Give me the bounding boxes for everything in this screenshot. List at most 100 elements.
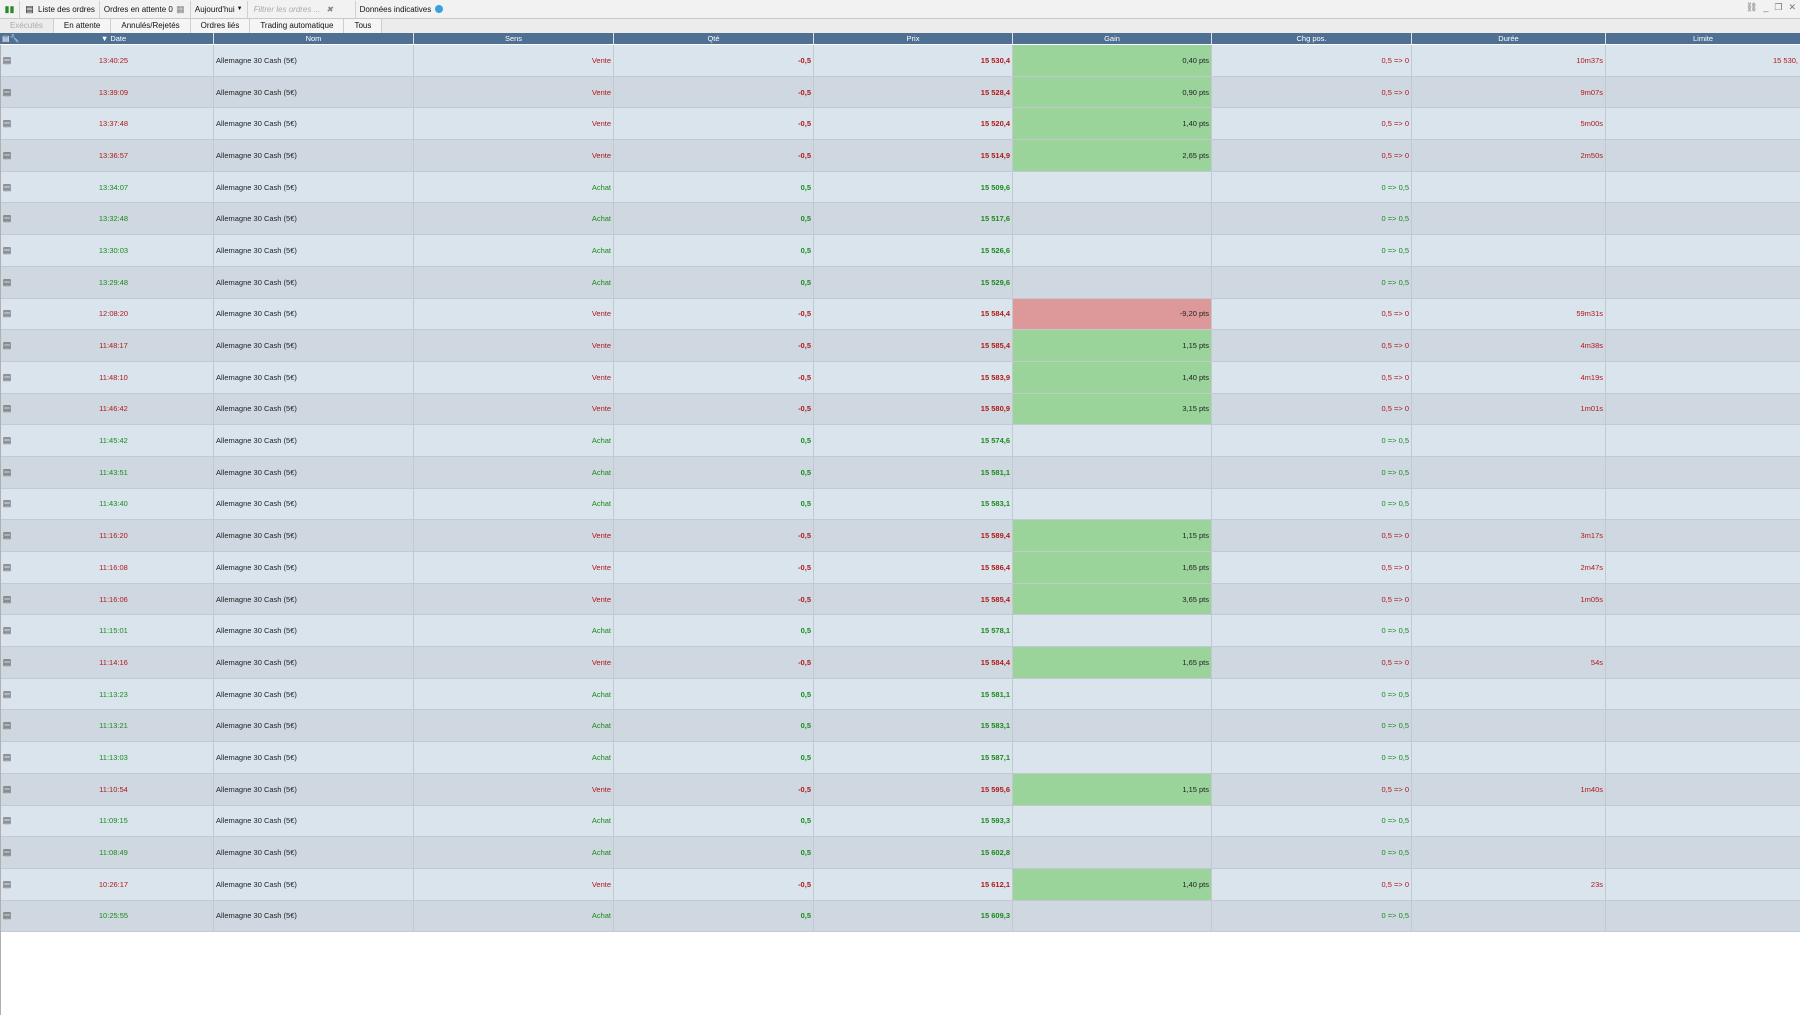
table-row[interactable]: ▤ 13:29:48 Allemagne 30 Cash (5€) Achat 0,5 1… <box>0 266 1800 299</box>
order-details-icon[interactable]: ▤ <box>2 244 12 255</box>
table-row[interactable]: ▤ 11:13:23 Allemagne 30 Cash (5€) Achat 0,5 1… <box>0 678 1800 711</box>
row-name: Allemagne 30 Cash (5€) <box>214 425 414 456</box>
column-header-date[interactable]: ▼ Date <box>14 33 214 44</box>
table-row[interactable]: ▤ 11:09:15 Allemagne 30 Cash (5€) Achat 0,5 1… <box>0 805 1800 838</box>
column-settings-icon[interactable]: ▤🔧 <box>2 34 20 43</box>
minimize-icon[interactable]: _ <box>1763 2 1769 12</box>
close-icon[interactable]: ✕ <box>1788 2 1796 12</box>
order-details-icon[interactable]: ▤ <box>2 149 12 160</box>
tab-pending[interactable]: En attente <box>53 19 112 33</box>
period-dropdown[interactable]: Aujourd'hui ▼ <box>191 0 248 18</box>
row-name: Allemagne 30 Cash (5€) <box>214 330 414 361</box>
order-details-icon[interactable]: ▤ <box>2 561 12 572</box>
table-row[interactable]: ▤ 13:30:03 Allemagne 30 Cash (5€) Achat 0,5 1… <box>0 235 1800 267</box>
table-row[interactable]: ▤ 12:08:20 Allemagne 30 Cash (5€) Vente -0,5… <box>0 298 1800 331</box>
window-controls: ⛓ _ ❐ ✕ <box>1746 2 1796 13</box>
order-details-icon[interactable]: ▤ <box>2 593 12 604</box>
row-name: Allemagne 30 Cash (5€) <box>214 868 414 900</box>
table-row[interactable]: ▤ 11:48:10 Allemagne 30 Cash (5€) Vente -0,5… <box>0 361 1800 394</box>
order-details-icon[interactable]: ▤ <box>2 847 12 858</box>
table-row[interactable]: ▤ 11:16:08 Allemagne 30 Cash (5€) Vente -0,5… <box>0 552 1800 584</box>
row-quantity: -0,5 <box>614 583 814 615</box>
order-details-icon[interactable]: ▤ <box>2 308 12 319</box>
table-row[interactable]: ▤ 13:39:09 Allemagne 30 Cash (5€) Vente -0,5… <box>0 76 1800 109</box>
order-details-icon[interactable]: ▤ <box>2 86 12 97</box>
table-row[interactable]: ▤ 11:48:17 Allemagne 30 Cash (5€) Vente -0,5… <box>0 330 1800 362</box>
orders-list-button[interactable]: ▤ Liste des ordres <box>20 0 100 18</box>
table-row[interactable]: ▤ 11:13:21 Allemagne 30 Cash (5€) Achat 0,5 1… <box>0 710 1800 743</box>
order-details-icon[interactable]: ▤ <box>2 656 12 667</box>
restore-icon[interactable]: ❐ <box>1774 2 1783 12</box>
tab-linked-orders[interactable]: Ordres liés <box>190 19 251 33</box>
column-header-sens[interactable]: Sens <box>414 33 614 44</box>
order-details-icon[interactable]: ▤ <box>2 815 12 826</box>
table-row[interactable]: ▤ 13:36:57 Allemagne 30 Cash (5€) Vente -0,5… <box>0 140 1800 172</box>
order-details-icon[interactable]: ▤ <box>2 54 12 65</box>
table-row[interactable]: ▤ 13:32:48 Allemagne 30 Cash (5€) Achat 0,5 1… <box>0 203 1800 236</box>
column-header-prix[interactable]: Prix <box>814 33 1013 44</box>
order-details-icon[interactable]: ▤ <box>2 751 12 762</box>
indicative-data-toggle[interactable]: Données indicatives <box>356 1 448 18</box>
order-details-icon[interactable]: ▤ <box>2 625 12 636</box>
column-header-chg-pos[interactable]: Chg pos. <box>1212 33 1412 44</box>
order-details-icon[interactable]: ▤ <box>2 403 12 414</box>
chart-button[interactable]: ▮▮ <box>0 0 20 18</box>
column-header-gain[interactable]: Gain <box>1013 33 1212 44</box>
order-details-icon[interactable]: ▤ <box>2 340 12 351</box>
row-duration: 1m40s <box>1412 773 1606 805</box>
link-icon[interactable]: ⛓ <box>1745 2 1758 12</box>
order-details-icon[interactable]: ▤ <box>2 783 12 794</box>
order-details-icon[interactable]: ▤ <box>2 466 12 477</box>
tab-executed[interactable]: Exécutés <box>0 19 54 33</box>
order-details-icon[interactable]: ▤ <box>2 213 12 224</box>
row-limit <box>1606 774 1800 805</box>
column-header-nom[interactable]: Nom <box>214 33 414 44</box>
table-row[interactable]: ▤ 11:16:06 Allemagne 30 Cash (5€) Vente -0,5… <box>0 583 1800 616</box>
order-details-icon[interactable]: ▤ <box>2 720 12 731</box>
table-row[interactable]: ▤ 11:43:40 Allemagne 30 Cash (5€) Achat 0,5 1… <box>0 488 1800 521</box>
table-row[interactable]: ▤ 11:15:01 Allemagne 30 Cash (5€) Achat 0,5 1… <box>0 615 1800 648</box>
clear-filter-icon[interactable]: ✖ <box>326 4 333 14</box>
column-header-qte[interactable]: Qté <box>614 33 814 44</box>
table-row[interactable]: ▤ 11:46:42 Allemagne 30 Cash (5€) Vente -0,5… <box>0 393 1800 426</box>
row-date: 11:10:54 <box>14 773 214 805</box>
tab-cancelled-rejected[interactable]: Annulés/Rejetés <box>111 19 191 33</box>
table-row[interactable]: ▤ 13:37:48 Allemagne 30 Cash (5€) Vente -0,5… <box>0 108 1800 141</box>
row-position-change: 0 => 0,5 <box>1212 266 1412 298</box>
order-details-icon[interactable]: ▤ <box>2 498 12 509</box>
order-details-icon[interactable]: ▤ <box>2 276 12 287</box>
order-details-icon[interactable]: ▤ <box>2 910 12 921</box>
tab-all[interactable]: Tous <box>344 19 383 33</box>
table-row[interactable]: ▤ 10:26:17 Allemagne 30 Cash (5€) Vente -0,5… <box>0 868 1800 901</box>
column-header-limite[interactable]: Limite <box>1692 34 1713 43</box>
row-limit <box>1606 710 1800 741</box>
order-details-icon[interactable]: ▤ <box>2 181 12 192</box>
table-row[interactable]: ▤ 13:40:25 Allemagne 30 Cash (5€) Vente -0,5… <box>0 45 1800 77</box>
order-details-icon[interactable]: ▤ <box>2 688 12 699</box>
pending-orders-button[interactable]: Ordres en attente 0 ▦ <box>100 0 191 18</box>
order-details-icon[interactable]: ▤ <box>2 530 12 541</box>
toolbar: ▮▮ ▤ Liste des ordres Ordres en attente … <box>0 0 1800 19</box>
table-row[interactable]: ▤ 11:45:42 Allemagne 30 Cash (5€) Achat 0,5 1… <box>0 425 1800 457</box>
row-date: 11:16:08 <box>14 552 214 583</box>
column-header-duree[interactable]: Durée <box>1412 33 1606 44</box>
table-row[interactable]: ▤ 11:16:20 Allemagne 30 Cash (5€) Vente -0,5… <box>0 520 1800 552</box>
row-duration <box>1412 710 1606 742</box>
row-name: Allemagne 30 Cash (5€) <box>214 837 414 868</box>
tab-automatic-trading[interactable]: Trading automatique <box>250 19 345 33</box>
order-details-icon[interactable]: ▤ <box>2 371 12 382</box>
table-row[interactable]: ▤ 11:13:03 Allemagne 30 Cash (5€) Achat 0,5 1… <box>0 742 1800 774</box>
row-limit <box>1606 203 1800 234</box>
table-row[interactable]: ▤ 13:34:07 Allemagne 30 Cash (5€) Achat 0,5 1… <box>0 171 1800 204</box>
row-gain: 3,65 pts <box>1013 583 1212 615</box>
table-row[interactable]: ▤ 11:14:16 Allemagne 30 Cash (5€) Vente -0,5… <box>0 647 1800 679</box>
filter-orders-input[interactable]: Filtrer les ordres ... ✖ <box>248 0 356 18</box>
order-details-icon[interactable]: ▤ <box>2 118 12 129</box>
order-details-icon[interactable]: ▤ <box>2 878 12 889</box>
table-row[interactable]: ▤ 11:10:54 Allemagne 30 Cash (5€) Vente -0,5… <box>0 773 1800 806</box>
order-details-icon[interactable]: ▤ <box>2 435 12 446</box>
table-row[interactable]: ▤ 10:25:55 Allemagne 30 Cash (5€) Achat 0,5 1… <box>0 900 1800 933</box>
row-position-change: 0,5 => 0 <box>1212 298 1412 330</box>
table-row[interactable]: ▤ 11:08:49 Allemagne 30 Cash (5€) Achat 0,5 1… <box>0 837 1800 869</box>
table-row[interactable]: ▤ 11:43:51 Allemagne 30 Cash (5€) Achat 0,5 1… <box>0 456 1800 489</box>
